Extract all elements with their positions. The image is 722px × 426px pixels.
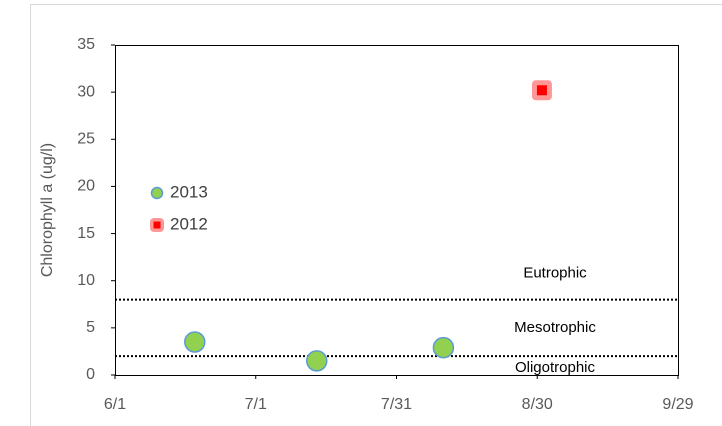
x-tick-label: 8/30 bbox=[522, 396, 553, 413]
y-tick-label: 10 bbox=[77, 272, 95, 289]
point bbox=[531, 80, 552, 101]
point bbox=[432, 336, 455, 359]
x-tick-label: 7/1 bbox=[245, 396, 267, 413]
zone-label: Eutrophic bbox=[523, 265, 587, 282]
y-tick-label: 20 bbox=[77, 178, 95, 195]
y-axis-label: Chlorophyll a (ug/l) bbox=[39, 143, 56, 277]
y-tick-label: 5 bbox=[86, 319, 95, 336]
chart-border bbox=[30, 4, 722, 426]
point bbox=[150, 186, 164, 200]
zone-label: Mesotrophic bbox=[514, 319, 596, 336]
legend-label: 2012 bbox=[170, 214, 208, 233]
legend-label: 2013 bbox=[170, 182, 208, 201]
point bbox=[305, 350, 328, 372]
y-tick-label: 0 bbox=[86, 366, 95, 383]
x-tick-label: 6/1 bbox=[104, 396, 126, 413]
y-tick-label: 35 bbox=[77, 36, 95, 53]
x-tick-label: 7/31 bbox=[381, 396, 412, 413]
y-tick-label: 25 bbox=[77, 131, 95, 148]
y-tick-label: 30 bbox=[77, 83, 95, 100]
x-tick-label: 9/29 bbox=[662, 396, 693, 413]
marker-core bbox=[153, 221, 161, 229]
point bbox=[184, 331, 206, 353]
zone-label: Oligotrophic bbox=[515, 359, 596, 376]
point bbox=[150, 218, 164, 232]
marker-core bbox=[536, 85, 547, 96]
y-tick-label: 15 bbox=[77, 225, 95, 242]
